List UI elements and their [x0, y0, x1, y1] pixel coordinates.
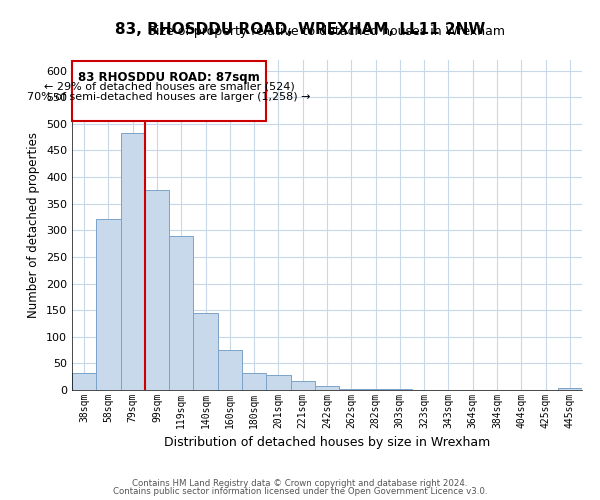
Bar	[145, 190, 169, 390]
Text: 83, RHOSDDU ROAD, WREXHAM, LL11 2NW: 83, RHOSDDU ROAD, WREXHAM, LL11 2NW	[115, 22, 485, 38]
Text: 70% of semi-detached houses are larger (1,258) →: 70% of semi-detached houses are larger (…	[28, 92, 311, 102]
Text: Contains public sector information licensed under the Open Government Licence v3: Contains public sector information licen…	[113, 487, 487, 496]
Text: ← 29% of detached houses are smaller (524): ← 29% of detached houses are smaller (52…	[44, 82, 295, 92]
Bar	[339, 389, 364, 390]
Bar	[72, 61, 266, 121]
Y-axis label: Number of detached properties: Number of detached properties	[28, 132, 40, 318]
Bar	[218, 350, 242, 390]
Text: 83 RHOSDDU ROAD: 87sqm: 83 RHOSDDU ROAD: 87sqm	[78, 70, 260, 84]
Bar	[558, 388, 582, 390]
Bar	[121, 133, 145, 390]
Bar	[290, 382, 315, 390]
Bar	[96, 218, 121, 390]
Title: Size of property relative to detached houses in Wrexham: Size of property relative to detached ho…	[149, 25, 505, 38]
Bar	[242, 373, 266, 390]
X-axis label: Distribution of detached houses by size in Wrexham: Distribution of detached houses by size …	[164, 436, 490, 450]
Bar	[266, 374, 290, 390]
Bar	[72, 373, 96, 390]
Bar	[315, 386, 339, 390]
Bar	[193, 314, 218, 390]
Text: Contains HM Land Registry data © Crown copyright and database right 2024.: Contains HM Land Registry data © Crown c…	[132, 478, 468, 488]
Bar	[169, 236, 193, 390]
